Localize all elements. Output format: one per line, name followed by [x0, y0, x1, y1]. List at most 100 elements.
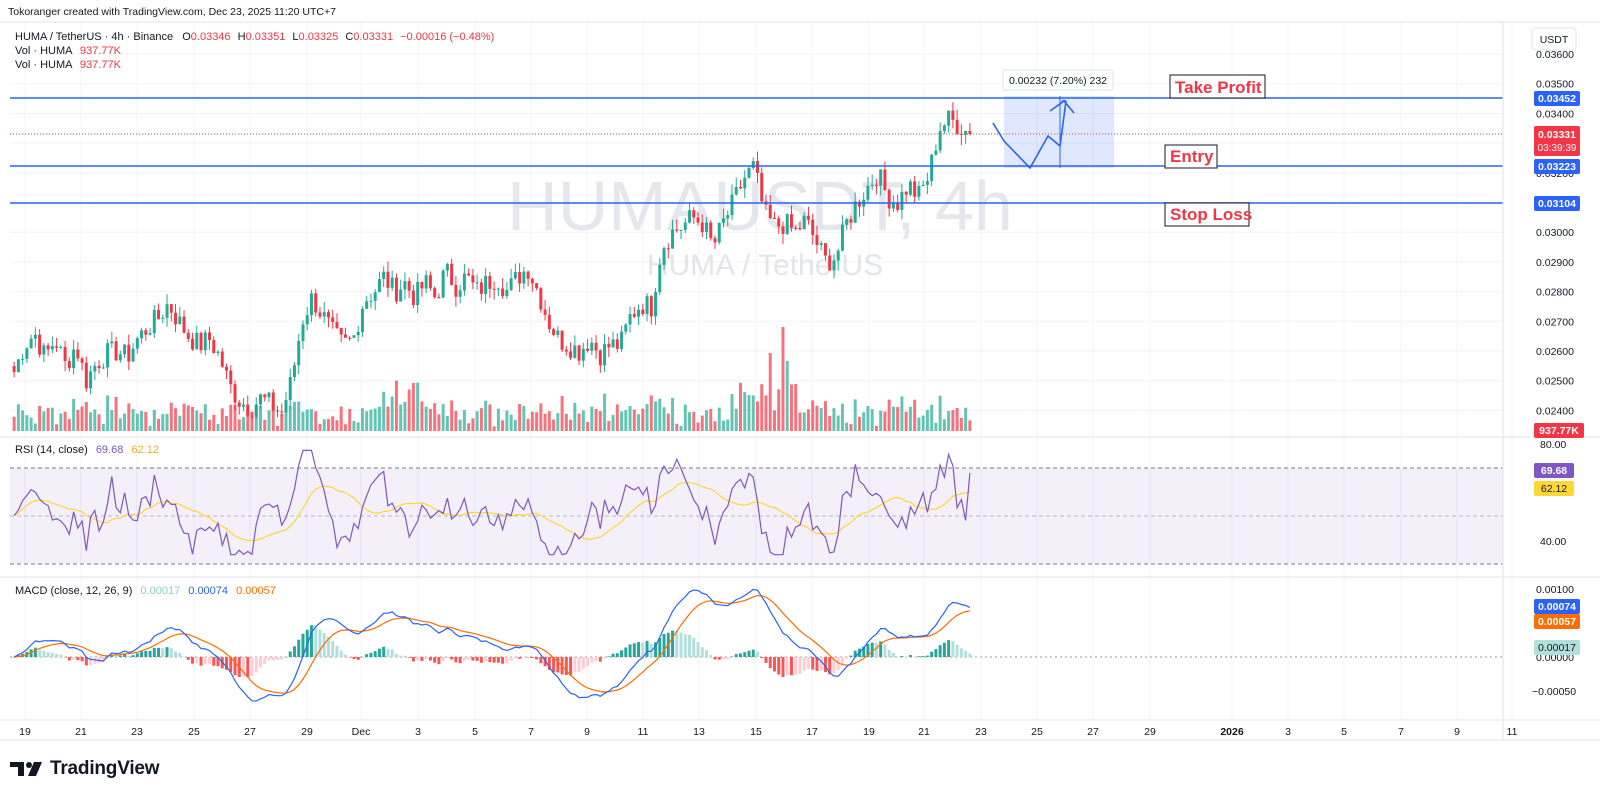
time-axis-label: 21	[918, 726, 930, 738]
macd-hist-bar	[496, 657, 500, 663]
svg-text:HUMA / TetherUS · 4h · Binance: HUMA / TetherUS · 4h · Binance O0.03346 …	[15, 31, 494, 43]
macd-hist-bar	[722, 657, 725, 660]
volume-bar	[620, 411, 624, 431]
legend-vol2-label: Vol · HUMA	[15, 59, 73, 71]
candle-body	[399, 289, 403, 302]
macd-hist-bar	[645, 640, 649, 657]
measure-box[interactable]	[1004, 96, 1114, 168]
macd-hist-bar	[654, 642, 658, 657]
macd-hist-bar	[484, 657, 488, 662]
volume-bar	[356, 422, 360, 431]
legend-vol1-label: Vol · HUMA	[15, 45, 73, 57]
macd-hist-bar	[815, 657, 819, 671]
volume-bar	[288, 405, 292, 431]
volume-bar	[191, 407, 195, 431]
macd-legend[interactable]: MACD (close, 12, 26, 9) 0.00017 0.00074 …	[15, 585, 276, 597]
volume-bar	[874, 425, 878, 431]
tradingview-logo[interactable]: TradingView	[10, 756, 160, 782]
candle-body	[186, 332, 190, 339]
macd-hist-bar	[535, 657, 539, 660]
candle-body	[229, 370, 233, 385]
candle-body	[416, 281, 420, 306]
macd-hist-bar	[267, 657, 271, 661]
volume-bar	[462, 410, 466, 431]
volume-bar	[513, 420, 517, 431]
volume-bar	[675, 423, 679, 431]
volume-bar	[38, 405, 42, 431]
price-axis[interactable]: 0.036000.035000.034000.033000.032000.031…	[1536, 49, 1574, 417]
rsi-legend[interactable]: RSI (14, close) 69.68 62.12	[15, 444, 159, 456]
candle-body	[314, 293, 318, 313]
macd-hist-bar	[288, 651, 292, 657]
volume-bar	[237, 419, 241, 431]
volume-bar	[343, 424, 347, 431]
volume-bar	[458, 419, 462, 431]
macd-hist-bar	[794, 657, 798, 675]
macd-hist-bar	[751, 649, 755, 657]
volume-bar	[734, 408, 738, 431]
volume-bar	[501, 420, 505, 431]
candle-body	[815, 234, 819, 245]
candle-body	[377, 279, 381, 293]
candle-body	[135, 338, 139, 349]
time-axis-label: 25	[1031, 726, 1043, 738]
macd-hist-bar	[84, 657, 88, 666]
volume-bar	[518, 404, 522, 431]
candle-body	[80, 358, 84, 363]
volume-bar	[309, 409, 313, 431]
volume-bar	[21, 410, 25, 431]
symbol-legend[interactable]: HUMA / TetherUS · 4h · Binance O0.03346 …	[15, 31, 494, 71]
macd-hist-bar	[208, 657, 212, 665]
volume-bar	[271, 404, 275, 431]
time-axis-label: 9	[584, 726, 590, 738]
candle-body	[925, 181, 929, 185]
legend-close: 0.03331	[353, 31, 393, 43]
macd-hist-bar	[951, 640, 955, 657]
entry-label[interactable]: Entry	[1164, 144, 1218, 169]
candle-body	[692, 210, 696, 218]
macd-hist-bar	[216, 657, 220, 667]
volume-bar	[615, 404, 619, 431]
time-axis-label: 29	[301, 726, 313, 738]
volume-bar	[798, 412, 802, 431]
candle-body	[212, 340, 216, 353]
macd-hist-bar	[101, 657, 105, 663]
volume-bar	[50, 407, 54, 431]
volume-bar	[441, 404, 445, 431]
volume-bar	[407, 389, 411, 431]
macd-histogram	[12, 625, 972, 678]
macd-hist-bar	[199, 657, 203, 666]
volume-bar	[802, 412, 806, 431]
macd-signal-tag: 0.00057	[1534, 614, 1580, 629]
macd-hist-bar	[428, 657, 432, 661]
currency-selector[interactable]: USDT	[1531, 27, 1577, 51]
candle-body	[208, 332, 212, 341]
time-axis[interactable]: 19 21 23 25 27 29 Dec 3 5 7 9 11 13 15 17 19 21 23 25 27 29 2…	[19, 726, 1517, 738]
macd-hist-bar	[411, 657, 415, 662]
rsi-series	[13, 449, 971, 556]
macd-hist-bar	[59, 654, 63, 657]
volume-bar	[33, 423, 37, 431]
candle-body	[556, 330, 560, 335]
candle-body	[318, 312, 322, 317]
stop-loss-text: Stop Loss	[1170, 205, 1252, 224]
candle-body	[165, 304, 169, 318]
candle-body	[50, 346, 54, 350]
volume-bar	[845, 422, 849, 431]
macd-hist-bar	[331, 641, 335, 657]
take-profit-label[interactable]: Take Profit	[1169, 74, 1266, 99]
volume-bar	[743, 391, 747, 431]
macd-hist-bar	[471, 657, 475, 661]
stop-loss-label[interactable]: Stop Loss	[1164, 202, 1252, 227]
candle-body	[688, 210, 692, 223]
candle-body	[624, 324, 628, 332]
volume-bar	[526, 418, 530, 431]
macd-value-tag: 0.00074	[1534, 599, 1580, 614]
volume-bar	[569, 419, 573, 431]
candle-body	[675, 229, 679, 231]
entry-tag: 0.03223	[1534, 159, 1580, 174]
candle-body	[522, 271, 526, 284]
candle-body	[747, 167, 751, 178]
rsi-ma-tag: 62.12	[1534, 481, 1574, 496]
